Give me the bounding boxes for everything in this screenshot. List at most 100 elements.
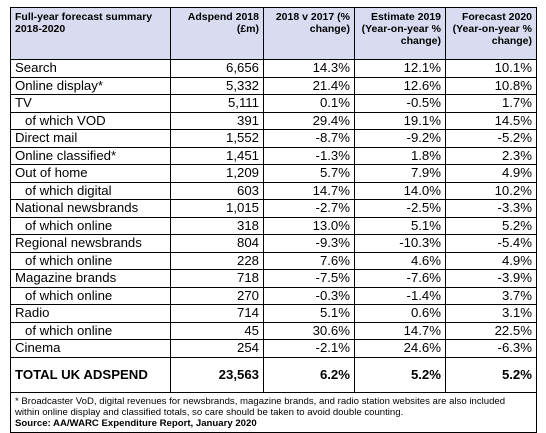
row-label: of which online (10, 286, 171, 305)
row-value: 21.4% (263, 76, 355, 95)
row-label: of which digital (10, 181, 171, 200)
row-value: 2.3% (445, 146, 537, 165)
row-value: -6.3% (445, 339, 537, 358)
row-value: -8.7% (263, 129, 355, 148)
row-value: 1,209 (170, 164, 264, 183)
row-value: 19.1% (354, 111, 446, 130)
row-value: 13.0% (263, 216, 355, 235)
row-value: 1,552 (170, 129, 264, 148)
row-value: 0.1% (263, 94, 355, 113)
row-value: 30.6% (263, 321, 355, 340)
total-value: 5.2% (445, 356, 537, 393)
row-label: of which online (10, 321, 171, 340)
row-value: 714 (170, 304, 264, 323)
footnote-row: * Broadcaster VoD, digital revenues for … (10, 391, 537, 433)
row-value: 14.3% (263, 59, 355, 78)
header-row: Full-year forecast summary 2018-2020 Ads… (10, 7, 537, 60)
row-value: 5,111 (170, 94, 264, 113)
row-value: 14.5% (445, 111, 537, 130)
total-value: 23,563 (170, 356, 264, 393)
row-value: 14.7% (354, 321, 446, 340)
table-row: of which online 228 7.6% 4.6% 4.9% (10, 251, 537, 270)
row-label: Online classified* (10, 146, 171, 165)
forecast-table: Full-year forecast summary 2018-2020 Ads… (10, 7, 537, 433)
row-label: TV (10, 94, 171, 113)
row-value: 10.2% (445, 181, 537, 200)
table-row: of which digital 603 14.7% 14.0% 10.2% (10, 181, 537, 200)
row-value: 22.5% (445, 321, 537, 340)
row-value: -10.3% (354, 234, 446, 253)
row-value: -1.4% (354, 286, 446, 305)
row-value: -9.3% (263, 234, 355, 253)
row-value: 4.9% (445, 164, 537, 183)
row-value: 4.6% (354, 251, 446, 270)
row-label: National newsbrands (10, 199, 171, 218)
row-value: -2.5% (354, 199, 446, 218)
row-value: 10.8% (445, 76, 537, 95)
row-value: 0.6% (354, 304, 446, 323)
row-value: 29.4% (263, 111, 355, 130)
row-value: -1.3% (263, 146, 355, 165)
table-row: Direct mail 1,552 -8.7% -9.2% -5.2% (10, 129, 537, 148)
row-value: -3.9% (445, 269, 537, 288)
row-label: Cinema (10, 339, 171, 358)
row-value: 718 (170, 269, 264, 288)
row-value: 14.0% (354, 181, 446, 200)
row-label: Direct mail (10, 129, 171, 148)
table-row: of which online 270 -0.3% -1.4% 3.7% (10, 286, 537, 305)
row-value: 391 (170, 111, 264, 130)
row-value: 3.7% (445, 286, 537, 305)
row-value: 5.2% (445, 216, 537, 235)
row-value: 45 (170, 321, 264, 340)
row-value: -2.7% (263, 199, 355, 218)
table-row: Magazine brands 718 -7.5% -7.6% -3.9% (10, 269, 537, 288)
row-value: 10.1% (445, 59, 537, 78)
forecast-table-container: Full-year forecast summary 2018-2020 Ads… (10, 7, 537, 433)
row-value: 12.1% (354, 59, 446, 78)
source-text: Source: AA/WARC Expenditure Report, Janu… (15, 417, 257, 429)
row-value: -9.2% (354, 129, 446, 148)
table-row: Out of home 1,209 5.7% 7.9% 4.9% (10, 164, 537, 183)
row-value: 5.1% (263, 304, 355, 323)
row-value: 4.9% (445, 251, 537, 270)
header-cell-forecast-2020: Forecast 2020 (Year-on-year % change) (445, 7, 537, 60)
table-row: Online display* 5,332 21.4% 12.6% 10.8% (10, 76, 537, 95)
row-value: 254 (170, 339, 264, 358)
row-value: 1,451 (170, 146, 264, 165)
row-value: 5.7% (263, 164, 355, 183)
header-cell-estimate-2019: Estimate 2019 (Year-on-year % change) (354, 7, 446, 60)
row-value: 12.6% (354, 76, 446, 95)
table-body: Search 6,656 14.3% 12.1% 10.1% Online display… (10, 59, 537, 433)
row-value: 318 (170, 216, 264, 235)
row-value: 7.9% (354, 164, 446, 183)
row-value: 270 (170, 286, 264, 305)
table-row: Search 6,656 14.3% 12.1% 10.1% (10, 59, 537, 78)
total-value: 6.2% (263, 356, 355, 393)
table-row: Regional newsbrands 804 -9.3% -10.3% -5.4% (10, 234, 537, 253)
row-value: -5.2% (445, 129, 537, 148)
row-value: -2.1% (263, 339, 355, 358)
row-value: 1.7% (445, 94, 537, 113)
row-value: 1,015 (170, 199, 264, 218)
row-value: 228 (170, 251, 264, 270)
row-label: Online display* (10, 76, 171, 95)
table-row: Cinema 254 -2.1% 24.6% -6.3% (10, 339, 537, 358)
row-value: -3.3% (445, 199, 537, 218)
row-value: 3.1% (445, 304, 537, 323)
row-label: Regional newsbrands (10, 234, 171, 253)
table-row: of which online 45 30.6% 14.7% 22.5% (10, 321, 537, 340)
footnote-text: * Broadcaster VoD, digital revenues for … (15, 395, 506, 418)
row-label: Radio (10, 304, 171, 323)
row-label: Magazine brands (10, 269, 171, 288)
row-value: 1.8% (354, 146, 446, 165)
row-value: 14.7% (263, 181, 355, 200)
table-row: of which VOD 391 29.4% 19.1% 14.5% (10, 111, 537, 130)
row-label: of which online (10, 216, 171, 235)
row-value: -5.4% (445, 234, 537, 253)
row-value: -0.5% (354, 94, 446, 113)
row-value: 5,332 (170, 76, 264, 95)
row-value: 6,656 (170, 59, 264, 78)
header-cell-adspend: Adspend 2018 (£m) (170, 7, 264, 60)
table-row: National newsbrands 1,015 -2.7% -2.5% -3.3% (10, 199, 537, 218)
row-value: -7.5% (263, 269, 355, 288)
